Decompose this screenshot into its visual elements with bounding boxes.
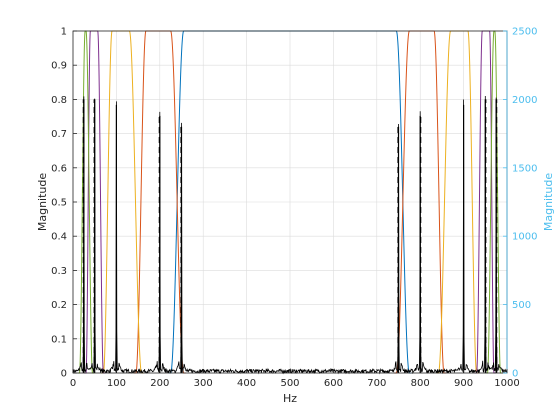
y-axis-ticks: 0 0.1 0.2 0.3 0.4 0.5 0.6 0.7 0.8 0.9 1 [51,27,77,380]
right-y-axis-title: Magnitude [542,173,555,232]
x-tick-label: 500 [280,378,299,389]
y-tick-label: 0.1 [51,334,67,345]
right-y-tick-label: 1000 [512,232,537,243]
right-y-tick-label: 2000 [512,95,537,106]
y-tick-label: 0.3 [51,266,67,277]
right-y-axis-ticks: 0 500 1000 1500 2000 2500 [503,27,537,380]
x-tick-label: 400 [237,378,256,389]
y-tick-label: 1 [61,27,67,38]
x-tick-label: 800 [411,378,430,389]
x-tick-label: 600 [324,378,343,389]
right-y-tick-label: 0 [512,369,518,380]
y-tick-label: 0.6 [51,163,67,174]
dashed-markers [82,99,498,373]
x-tick-label: 0 [70,378,76,389]
y-tick-label: 0.7 [51,129,67,140]
y-axis-title: Magnitude [36,173,49,232]
x-tick-label: 1000 [494,378,519,389]
y-tick-label: 0.4 [51,232,67,243]
right-y-tick-label: 500 [512,300,531,311]
x-tick-label: 300 [194,378,213,389]
y-tick-label: 0.2 [51,300,67,311]
x-tick-label: 200 [150,378,169,389]
x-tick-label: 700 [367,378,386,389]
x-tick-label: 900 [454,378,473,389]
x-axis-title: Hz [283,392,297,405]
right-y-tick-label: 2500 [512,27,537,38]
y-tick-label: 0 [61,369,67,380]
y-tick-label: 0.9 [51,61,67,72]
right-y-tick-label: 1500 [512,163,537,174]
y-tick-label: 0.8 [51,95,67,106]
y-tick-label: 0.5 [51,198,67,209]
x-axis-ticks: 0 100 200 300 400 500 600 700 800 900 1000 [70,369,520,389]
x-tick-label: 100 [107,378,126,389]
